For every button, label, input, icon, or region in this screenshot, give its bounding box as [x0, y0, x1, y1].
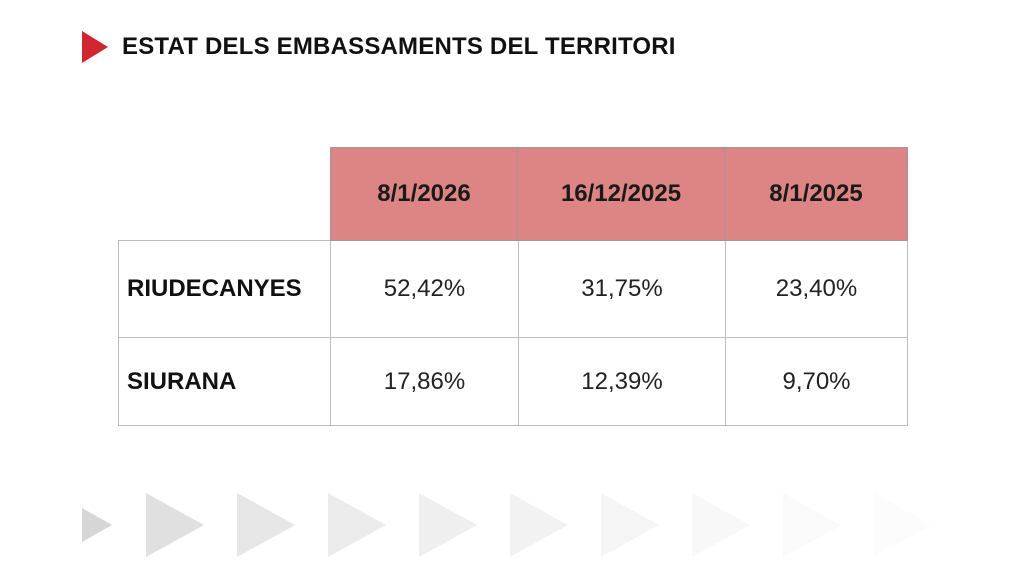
column-header: 16/12/2025 — [518, 147, 725, 241]
table-row: RIUDECANYES 52,42% 31,75% 23,40% — [118, 241, 908, 338]
column-header: 8/1/2025 — [725, 147, 908, 241]
percentage-cell: 52,42% — [330, 241, 518, 338]
reservoir-table: 8/1/2026 16/12/2025 8/1/2025 RIUDECANYES… — [118, 147, 908, 426]
table-row: SIURANA 17,86% 12,39% 9,70% — [118, 338, 908, 426]
reservoir-name: RIUDECANYES — [118, 241, 330, 338]
reservoir-name: SIURANA — [118, 338, 330, 426]
decorative-arrows — [82, 493, 932, 557]
decorative-arrow-icon — [874, 493, 932, 557]
decorative-arrow-icon — [237, 493, 295, 557]
percentage-cell: 9,70% — [725, 338, 908, 426]
percentage-cell: 12,39% — [518, 338, 725, 426]
play-triangle-icon — [82, 31, 108, 63]
decorative-arrow-icon — [328, 493, 386, 557]
decorative-arrow-icon — [601, 493, 659, 557]
header: ESTAT DELS EMBASSAMENTS DEL TERRITORI — [82, 30, 676, 64]
decorative-arrow-icon — [783, 493, 841, 557]
decorative-arrow-icon — [419, 493, 477, 557]
decorative-arrow-icon — [146, 493, 204, 557]
decorative-arrow-icon — [510, 493, 568, 557]
percentage-cell: 31,75% — [518, 241, 725, 338]
percentage-cell: 17,86% — [330, 338, 518, 426]
decorative-arrow-icon — [692, 493, 750, 557]
decorative-arrow-icon — [82, 508, 112, 542]
table-header-row: 8/1/2026 16/12/2025 8/1/2025 — [118, 147, 908, 241]
page-title: ESTAT DELS EMBASSAMENTS DEL TERRITORI — [122, 33, 676, 60]
table-corner — [118, 147, 330, 241]
column-header: 8/1/2026 — [330, 147, 518, 241]
percentage-cell: 23,40% — [725, 241, 908, 338]
